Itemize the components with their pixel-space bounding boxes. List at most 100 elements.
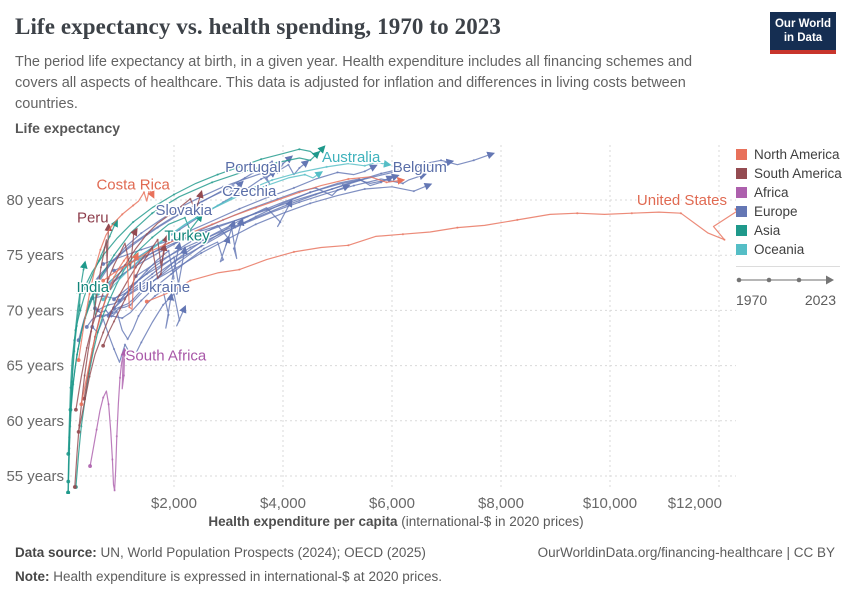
series-point <box>347 244 350 247</box>
series-point <box>118 376 122 379</box>
series-start-dot <box>74 407 78 412</box>
series-point <box>178 260 181 263</box>
series-point <box>96 331 99 334</box>
series-point <box>172 193 176 196</box>
series-point <box>167 249 170 252</box>
country-label-peru[interactable]: Peru <box>75 208 110 228</box>
series-japan[interactable] <box>83 145 326 289</box>
series-mexico[interactable] <box>80 251 139 405</box>
series-argentina[interactable] <box>102 234 170 346</box>
series-point <box>126 338 129 341</box>
country-label-australia[interactable]: Australia <box>320 147 382 167</box>
legend-item-europe[interactable]: Europe <box>736 204 848 219</box>
country-label-costa-rica[interactable]: Costa Rica <box>95 175 172 195</box>
data-source-value: UN, World Population Prospects (2024); O… <box>96 545 426 560</box>
series-point <box>95 428 98 431</box>
series-costa-rica[interactable] <box>78 188 155 361</box>
series-point <box>170 272 173 276</box>
series-start-dot <box>101 297 106 302</box>
legend-swatch <box>736 244 747 255</box>
series-australia[interactable] <box>102 159 392 300</box>
series-slovakia[interactable] <box>110 217 245 314</box>
legend-item-africa[interactable]: Africa <box>736 185 848 200</box>
series-point <box>118 252 121 256</box>
series-point <box>630 212 633 215</box>
page-title: Life expectancy vs. health spending, 197… <box>15 14 501 39</box>
series-point <box>123 343 127 346</box>
series-point <box>79 309 82 312</box>
chart-subtitle: The period life expectancy at birth, in … <box>15 54 693 112</box>
series-point <box>189 246 192 249</box>
series-point <box>178 319 181 322</box>
y-tick-label: 60 years <box>6 413 64 430</box>
series-start-dot <box>76 429 81 434</box>
series-point <box>159 272 163 276</box>
legend-item-south-america[interactable]: South America <box>736 166 848 181</box>
country-label-turkey[interactable]: Turkey <box>163 226 212 246</box>
series-point <box>95 294 98 298</box>
series-norway[interactable] <box>102 158 455 265</box>
series-point <box>472 159 475 162</box>
series-netherlands[interactable] <box>113 173 400 272</box>
series-point <box>76 347 80 351</box>
country-label-slovakia[interactable]: Slovakia <box>154 200 214 220</box>
series-point <box>401 233 404 236</box>
series-germany[interactable] <box>119 182 433 302</box>
y-tick-label: 55 years <box>6 468 64 485</box>
series-point <box>200 229 203 233</box>
owid-logo[interactable]: Our World in Data <box>770 12 836 54</box>
legend-item-label: South America <box>754 166 842 181</box>
series-point <box>140 341 143 344</box>
country-label-czechia[interactable]: Czechia <box>221 182 279 202</box>
country-label-india[interactable]: India <box>75 278 111 298</box>
series-brazil[interactable] <box>78 242 168 432</box>
series-point <box>298 191 301 194</box>
country-label-ukraine[interactable]: Ukraine <box>137 278 192 298</box>
series-point <box>70 381 73 384</box>
series-france[interactable] <box>108 164 378 287</box>
series-point <box>162 252 165 256</box>
series-hungary[interactable] <box>100 235 231 319</box>
series-start-dot <box>76 358 81 362</box>
country-label-portugal[interactable]: Portugal <box>224 157 283 177</box>
series-bangladesh[interactable] <box>67 260 88 493</box>
series-point <box>254 206 257 209</box>
country-label-belgium[interactable]: Belgium <box>391 157 448 177</box>
series-russia[interactable] <box>91 293 187 363</box>
series-point <box>412 190 415 193</box>
series-point <box>221 190 225 193</box>
series-point <box>78 292 81 295</box>
series-point <box>107 403 110 406</box>
series-point <box>91 347 94 351</box>
note-value: Health expenditure is expressed in inter… <box>49 569 442 584</box>
series-canada[interactable] <box>102 176 406 282</box>
series-south-africa[interactable] <box>89 347 129 491</box>
series-point <box>129 303 132 306</box>
series-start-dot <box>101 278 106 283</box>
legend-item-oceania[interactable]: Oceania <box>736 242 848 257</box>
scatter-chart-canvas[interactable]: $2,000 $4,000 $6,000 $8,000 $10,000 $12,000 55… <box>0 118 850 545</box>
series-point <box>309 202 312 205</box>
legend-item-asia[interactable]: Asia <box>736 223 848 238</box>
series-point <box>78 303 81 306</box>
series-poland[interactable] <box>97 219 236 311</box>
series-point <box>186 207 189 210</box>
series-start-dot <box>82 286 86 291</box>
country-label-united-states[interactable]: United States <box>635 191 728 211</box>
series-point <box>265 176 268 180</box>
series-point <box>151 280 154 283</box>
series-point <box>385 181 388 184</box>
series-point <box>88 375 91 378</box>
legend-item-north-america[interactable]: North America <box>736 147 848 162</box>
country-label-south-africa[interactable]: South Africa <box>124 346 209 366</box>
series-ukraine[interactable] <box>94 289 175 340</box>
series-belgium[interactable] <box>113 172 427 300</box>
series-point <box>221 258 225 261</box>
owid-citation-link[interactable]: OurWorldinData.org/financing-healthcare … <box>537 545 835 560</box>
series-point <box>347 177 350 181</box>
series-point <box>260 172 263 175</box>
series-point <box>96 308 99 311</box>
series-point <box>132 220 135 224</box>
series-colombia[interactable] <box>75 227 138 410</box>
legend-item-label: Africa <box>754 185 789 200</box>
